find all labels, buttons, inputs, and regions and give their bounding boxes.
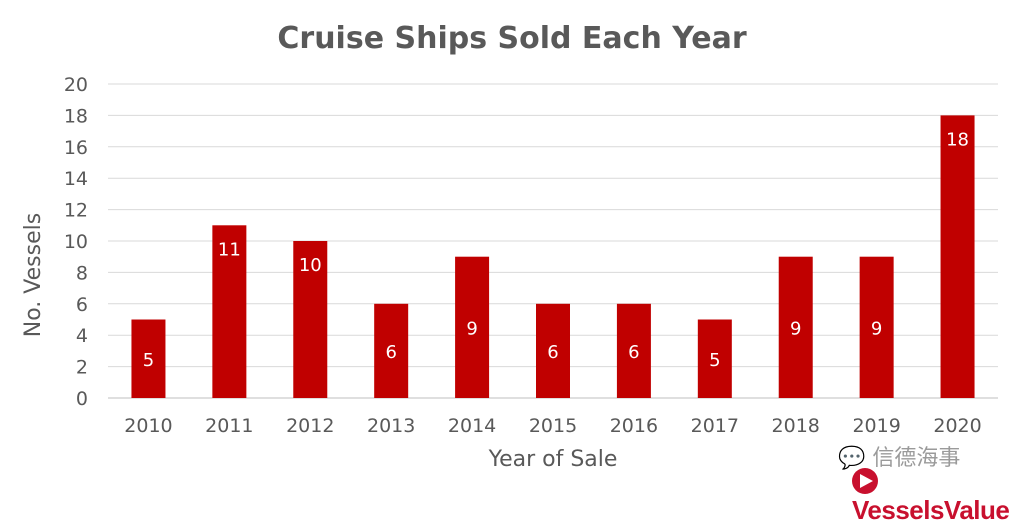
data-label: 10 bbox=[299, 255, 322, 276]
bar bbox=[536, 303, 570, 398]
bar bbox=[212, 225, 247, 398]
bar bbox=[778, 256, 813, 398]
data-label: 6 bbox=[547, 342, 558, 363]
x-axis-label: Year of Sale bbox=[488, 447, 618, 472]
data-label: 6 bbox=[628, 342, 639, 363]
x-tick-label: 2015 bbox=[529, 415, 577, 437]
y-tick-label: 10 bbox=[64, 231, 88, 253]
x-tick-label: 2016 bbox=[610, 415, 658, 437]
y-tick-label: 2 bbox=[76, 357, 88, 379]
y-tick-label: 6 bbox=[76, 294, 88, 316]
data-label: 9 bbox=[466, 318, 477, 339]
data-label: 11 bbox=[218, 239, 241, 260]
y-tick-label: 12 bbox=[64, 200, 88, 222]
data-label: 9 bbox=[790, 318, 801, 339]
bars: 5 11 10 6 9 6 6 5 9 9 18 bbox=[131, 115, 975, 399]
x-tick-label: 2013 bbox=[367, 415, 415, 437]
x-tick-label: 2019 bbox=[852, 415, 900, 437]
gridlines bbox=[108, 83, 998, 399]
logo-play-icon bbox=[852, 468, 878, 495]
x-tick-label: 2012 bbox=[286, 415, 334, 437]
y-tick-label: 18 bbox=[64, 105, 88, 127]
bar bbox=[293, 241, 328, 398]
wechat-icon: 💬 bbox=[838, 446, 866, 471]
x-tick-label: 2014 bbox=[448, 415, 496, 437]
y-tick-label: 0 bbox=[76, 388, 88, 410]
data-label: 5 bbox=[143, 350, 154, 371]
bar bbox=[940, 115, 975, 399]
x-axis-ticks: 2010 2011 2012 2013 2014 2015 2016 2017 2018 2019… bbox=[124, 415, 981, 437]
x-tick-label: 2020 bbox=[933, 415, 981, 437]
x-tick-label: 2018 bbox=[772, 415, 820, 437]
y-tick-label: 14 bbox=[64, 168, 88, 190]
vesselsvalue-logo: VesselsValue bbox=[852, 464, 1024, 526]
bar-chart: Cruise Ships Sold Each Year 0 2 4 6 8 10 12 14 1… bbox=[21, 21, 998, 472]
bar bbox=[616, 303, 651, 398]
chart-title: Cruise Ships Sold Each Year bbox=[277, 21, 746, 56]
y-axis-ticks: 0 2 4 6 8 10 12 14 16 18 20 bbox=[64, 74, 88, 410]
bar bbox=[374, 303, 409, 398]
bar bbox=[859, 256, 894, 398]
y-axis-label: No. Vessels bbox=[21, 213, 46, 337]
y-tick-label: 4 bbox=[76, 325, 88, 347]
data-label: 9 bbox=[871, 318, 882, 339]
watermark-text: 信德海事 bbox=[872, 446, 961, 471]
y-tick-label: 8 bbox=[76, 262, 88, 284]
wechat-watermark: 💬 信德海事 bbox=[838, 440, 960, 472]
data-label: 6 bbox=[385, 342, 396, 363]
y-tick-label: 20 bbox=[64, 74, 88, 96]
y-tick-label: 16 bbox=[64, 137, 88, 159]
data-label: 5 bbox=[709, 350, 720, 371]
data-label: 18 bbox=[946, 129, 969, 150]
x-tick-label: 2010 bbox=[124, 415, 172, 437]
x-tick-label: 2017 bbox=[691, 415, 739, 437]
bar bbox=[131, 319, 166, 398]
x-tick-label: 2011 bbox=[205, 415, 253, 437]
bar bbox=[697, 319, 732, 398]
bar bbox=[455, 256, 490, 398]
